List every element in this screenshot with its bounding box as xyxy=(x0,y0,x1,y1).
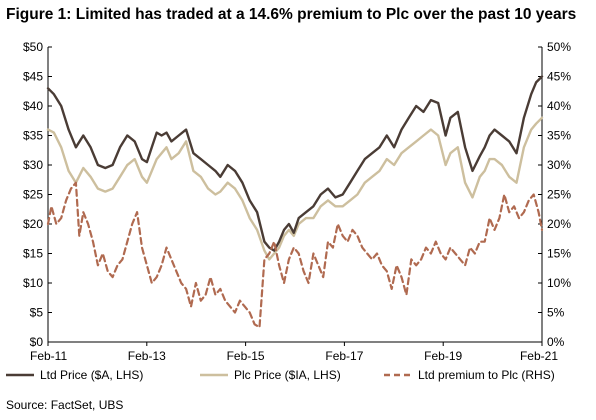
y-tick-label-left: $35 xyxy=(23,129,43,143)
y-tick-label-left: $30 xyxy=(23,158,43,172)
y-tick-label-right: 10% xyxy=(547,276,571,290)
series-layer xyxy=(46,75,544,329)
y-tick-label-left: $15 xyxy=(23,247,43,261)
y-tick-label-left: $5 xyxy=(30,306,44,320)
y-tick-label-right: 15% xyxy=(547,247,571,261)
series-line-2 xyxy=(46,181,544,329)
y-tick-label-left: $25 xyxy=(23,188,43,202)
x-tick-label: Feb-21 xyxy=(520,349,558,363)
y-tick-label-right: 5% xyxy=(547,306,565,320)
x-tick-label: Feb-13 xyxy=(128,349,166,363)
x-tick-label: Feb-11 xyxy=(30,349,67,363)
chart-axes: $0 $5 $10 $15 $20 $25 $30 $35 $40 $45 $50 0% 5% 10% 15… xyxy=(23,40,571,363)
y-tick-label-left: $40 xyxy=(23,99,43,113)
y-tick-label-right: 20% xyxy=(547,217,571,231)
y-tick-label-right: 30% xyxy=(547,158,571,172)
y-tick-label-left: $45 xyxy=(23,70,43,84)
x-tick-label: Feb-15 xyxy=(227,349,265,363)
y-tick-label-right: 45% xyxy=(547,70,571,84)
chart-title: Figure 1: Limited has traded at a 14.6% … xyxy=(6,6,577,23)
legend-label: Ltd premium to Plc (RHS) xyxy=(418,368,555,382)
x-tick-label: Feb-19 xyxy=(424,349,462,363)
y-tick-label-left: $0 xyxy=(30,335,44,349)
x-tick-label: Feb-17 xyxy=(325,349,363,363)
y-tick-label-right: 35% xyxy=(547,129,571,143)
legend-label: Plc Price ($IA, LHS) xyxy=(234,368,341,382)
source-note: Source: FactSet, UBS xyxy=(6,398,124,412)
y-tick-label-left: $20 xyxy=(23,217,43,231)
y-tick-label-right: 40% xyxy=(547,99,571,113)
chart-legend: Ltd Price ($A, LHS) Plc Price ($IA, LHS) L… xyxy=(6,368,555,382)
series-line-1 xyxy=(46,116,544,261)
series-line-0 xyxy=(46,75,544,252)
y-tick-label-right: 25% xyxy=(547,188,571,202)
y-tick-label-right: 50% xyxy=(547,40,571,54)
y-tick-label-left: $50 xyxy=(23,40,43,54)
legend-label: Ltd Price ($A, LHS) xyxy=(40,368,143,382)
y-tick-label-left: $10 xyxy=(23,276,43,290)
y-tick-label-right: 0% xyxy=(547,335,565,349)
